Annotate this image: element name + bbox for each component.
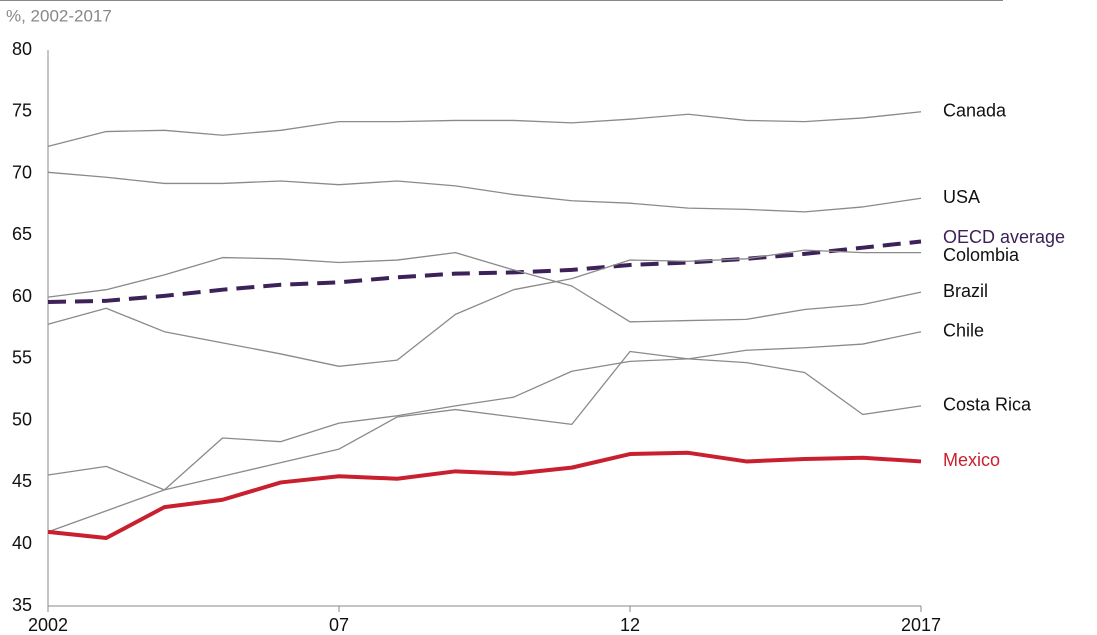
legend-label: Colombia — [943, 245, 1020, 265]
legend-label: Canada — [943, 101, 1007, 121]
y-tick-label: 55 — [12, 348, 32, 368]
y-tick-label: 75 — [12, 101, 32, 121]
y-tick-label: 65 — [12, 224, 32, 244]
legend-label: OECD average — [943, 227, 1065, 247]
legend-label: Costa Rica — [943, 395, 1032, 415]
legend-label: USA — [943, 187, 980, 207]
series-line — [47, 251, 922, 323]
chart-subtitle: %, 2002-2017 — [6, 6, 112, 25]
y-tick-label: 80 — [12, 39, 32, 59]
series-line — [47, 171, 922, 213]
series-line — [47, 350, 922, 533]
x-tick-label: 2017 — [901, 615, 941, 635]
series-line — [47, 249, 921, 367]
y-tick-label: 40 — [12, 533, 32, 553]
x-tick-label: 2002 — [28, 615, 68, 635]
y-tick-label: 70 — [12, 162, 32, 182]
x-tick-label: 07 — [329, 615, 349, 635]
y-tick-label: 60 — [12, 286, 32, 306]
y-tick-label: 45 — [12, 471, 32, 491]
legend-label: Brazil — [943, 281, 988, 301]
series-line — [47, 239, 922, 305]
legend-label: Chile — [943, 320, 984, 340]
series-line — [47, 450, 922, 541]
y-tick-label: 35 — [12, 595, 32, 615]
y-tick-label: 50 — [12, 409, 32, 429]
legend-label: Mexico — [943, 450, 1000, 470]
x-tick-label: 12 — [620, 615, 640, 635]
series-line — [47, 331, 922, 491]
series-line — [47, 111, 922, 148]
